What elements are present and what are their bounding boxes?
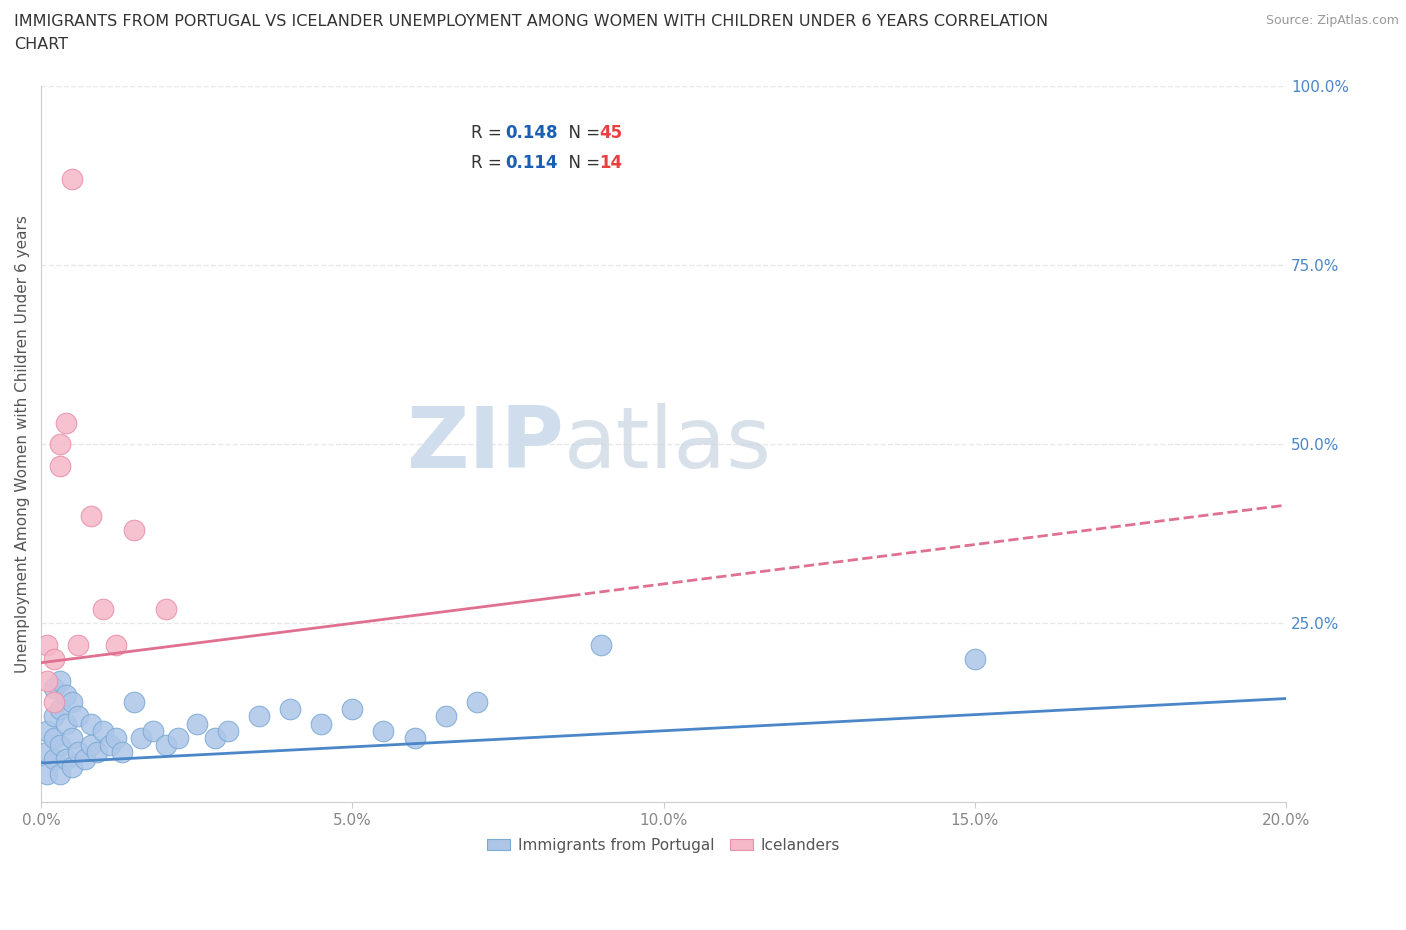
Point bbox=[204, 730, 226, 745]
Point bbox=[111, 745, 134, 760]
Point bbox=[309, 716, 332, 731]
Point bbox=[73, 752, 96, 767]
Point bbox=[55, 716, 77, 731]
Point bbox=[55, 752, 77, 767]
Point bbox=[42, 730, 65, 745]
Point bbox=[155, 602, 177, 617]
Text: atlas: atlas bbox=[564, 403, 772, 485]
Point bbox=[963, 652, 986, 667]
Point bbox=[60, 730, 83, 745]
Point bbox=[86, 745, 108, 760]
Point bbox=[80, 509, 103, 524]
Point bbox=[404, 730, 426, 745]
Point bbox=[155, 737, 177, 752]
Y-axis label: Unemployment Among Women with Children Under 6 years: Unemployment Among Women with Children U… bbox=[15, 216, 30, 673]
Point bbox=[37, 766, 59, 781]
Text: N =: N = bbox=[558, 153, 605, 172]
Point bbox=[67, 637, 90, 652]
Point bbox=[124, 695, 146, 710]
Point bbox=[37, 637, 59, 652]
Point bbox=[142, 724, 165, 738]
Point bbox=[55, 416, 77, 431]
Text: 0.114: 0.114 bbox=[505, 153, 558, 172]
Point bbox=[60, 172, 83, 187]
Point bbox=[49, 702, 72, 717]
Point bbox=[49, 673, 72, 688]
Point bbox=[37, 673, 59, 688]
Text: CHART: CHART bbox=[14, 37, 67, 52]
Point bbox=[104, 730, 127, 745]
Point bbox=[278, 702, 301, 717]
Point bbox=[129, 730, 152, 745]
Point bbox=[55, 687, 77, 702]
Point bbox=[93, 724, 115, 738]
Point bbox=[49, 737, 72, 752]
Point bbox=[342, 702, 364, 717]
Point bbox=[98, 737, 121, 752]
Point bbox=[49, 458, 72, 473]
Text: N =: N = bbox=[558, 124, 605, 141]
Point bbox=[49, 766, 72, 781]
Point bbox=[124, 523, 146, 538]
Text: 0.148: 0.148 bbox=[505, 124, 558, 141]
Point bbox=[373, 724, 395, 738]
Point bbox=[465, 695, 488, 710]
Text: IMMIGRANTS FROM PORTUGAL VS ICELANDER UNEMPLOYMENT AMONG WOMEN WITH CHILDREN UND: IMMIGRANTS FROM PORTUGAL VS ICELANDER UN… bbox=[14, 14, 1049, 29]
Point bbox=[60, 695, 83, 710]
Point bbox=[42, 652, 65, 667]
Point bbox=[247, 709, 270, 724]
Point bbox=[42, 752, 65, 767]
Point bbox=[42, 709, 65, 724]
Text: 14: 14 bbox=[599, 153, 621, 172]
Text: R =: R = bbox=[471, 153, 506, 172]
Point bbox=[434, 709, 457, 724]
Point bbox=[42, 681, 65, 696]
Point bbox=[591, 637, 613, 652]
Point bbox=[67, 745, 90, 760]
Text: ZIP: ZIP bbox=[406, 403, 564, 485]
Point bbox=[217, 724, 239, 738]
Point bbox=[93, 602, 115, 617]
Point bbox=[42, 695, 65, 710]
Point bbox=[80, 737, 103, 752]
Legend: Immigrants from Portugal, Icelanders: Immigrants from Portugal, Icelanders bbox=[481, 832, 846, 859]
Point bbox=[37, 745, 59, 760]
Text: 45: 45 bbox=[599, 124, 621, 141]
Point bbox=[104, 637, 127, 652]
Text: R =: R = bbox=[471, 124, 506, 141]
Point bbox=[186, 716, 208, 731]
Point bbox=[167, 730, 190, 745]
Point bbox=[60, 759, 83, 774]
Point bbox=[67, 709, 90, 724]
Point bbox=[37, 724, 59, 738]
Point bbox=[49, 437, 72, 452]
Text: Source: ZipAtlas.com: Source: ZipAtlas.com bbox=[1265, 14, 1399, 27]
Point bbox=[80, 716, 103, 731]
